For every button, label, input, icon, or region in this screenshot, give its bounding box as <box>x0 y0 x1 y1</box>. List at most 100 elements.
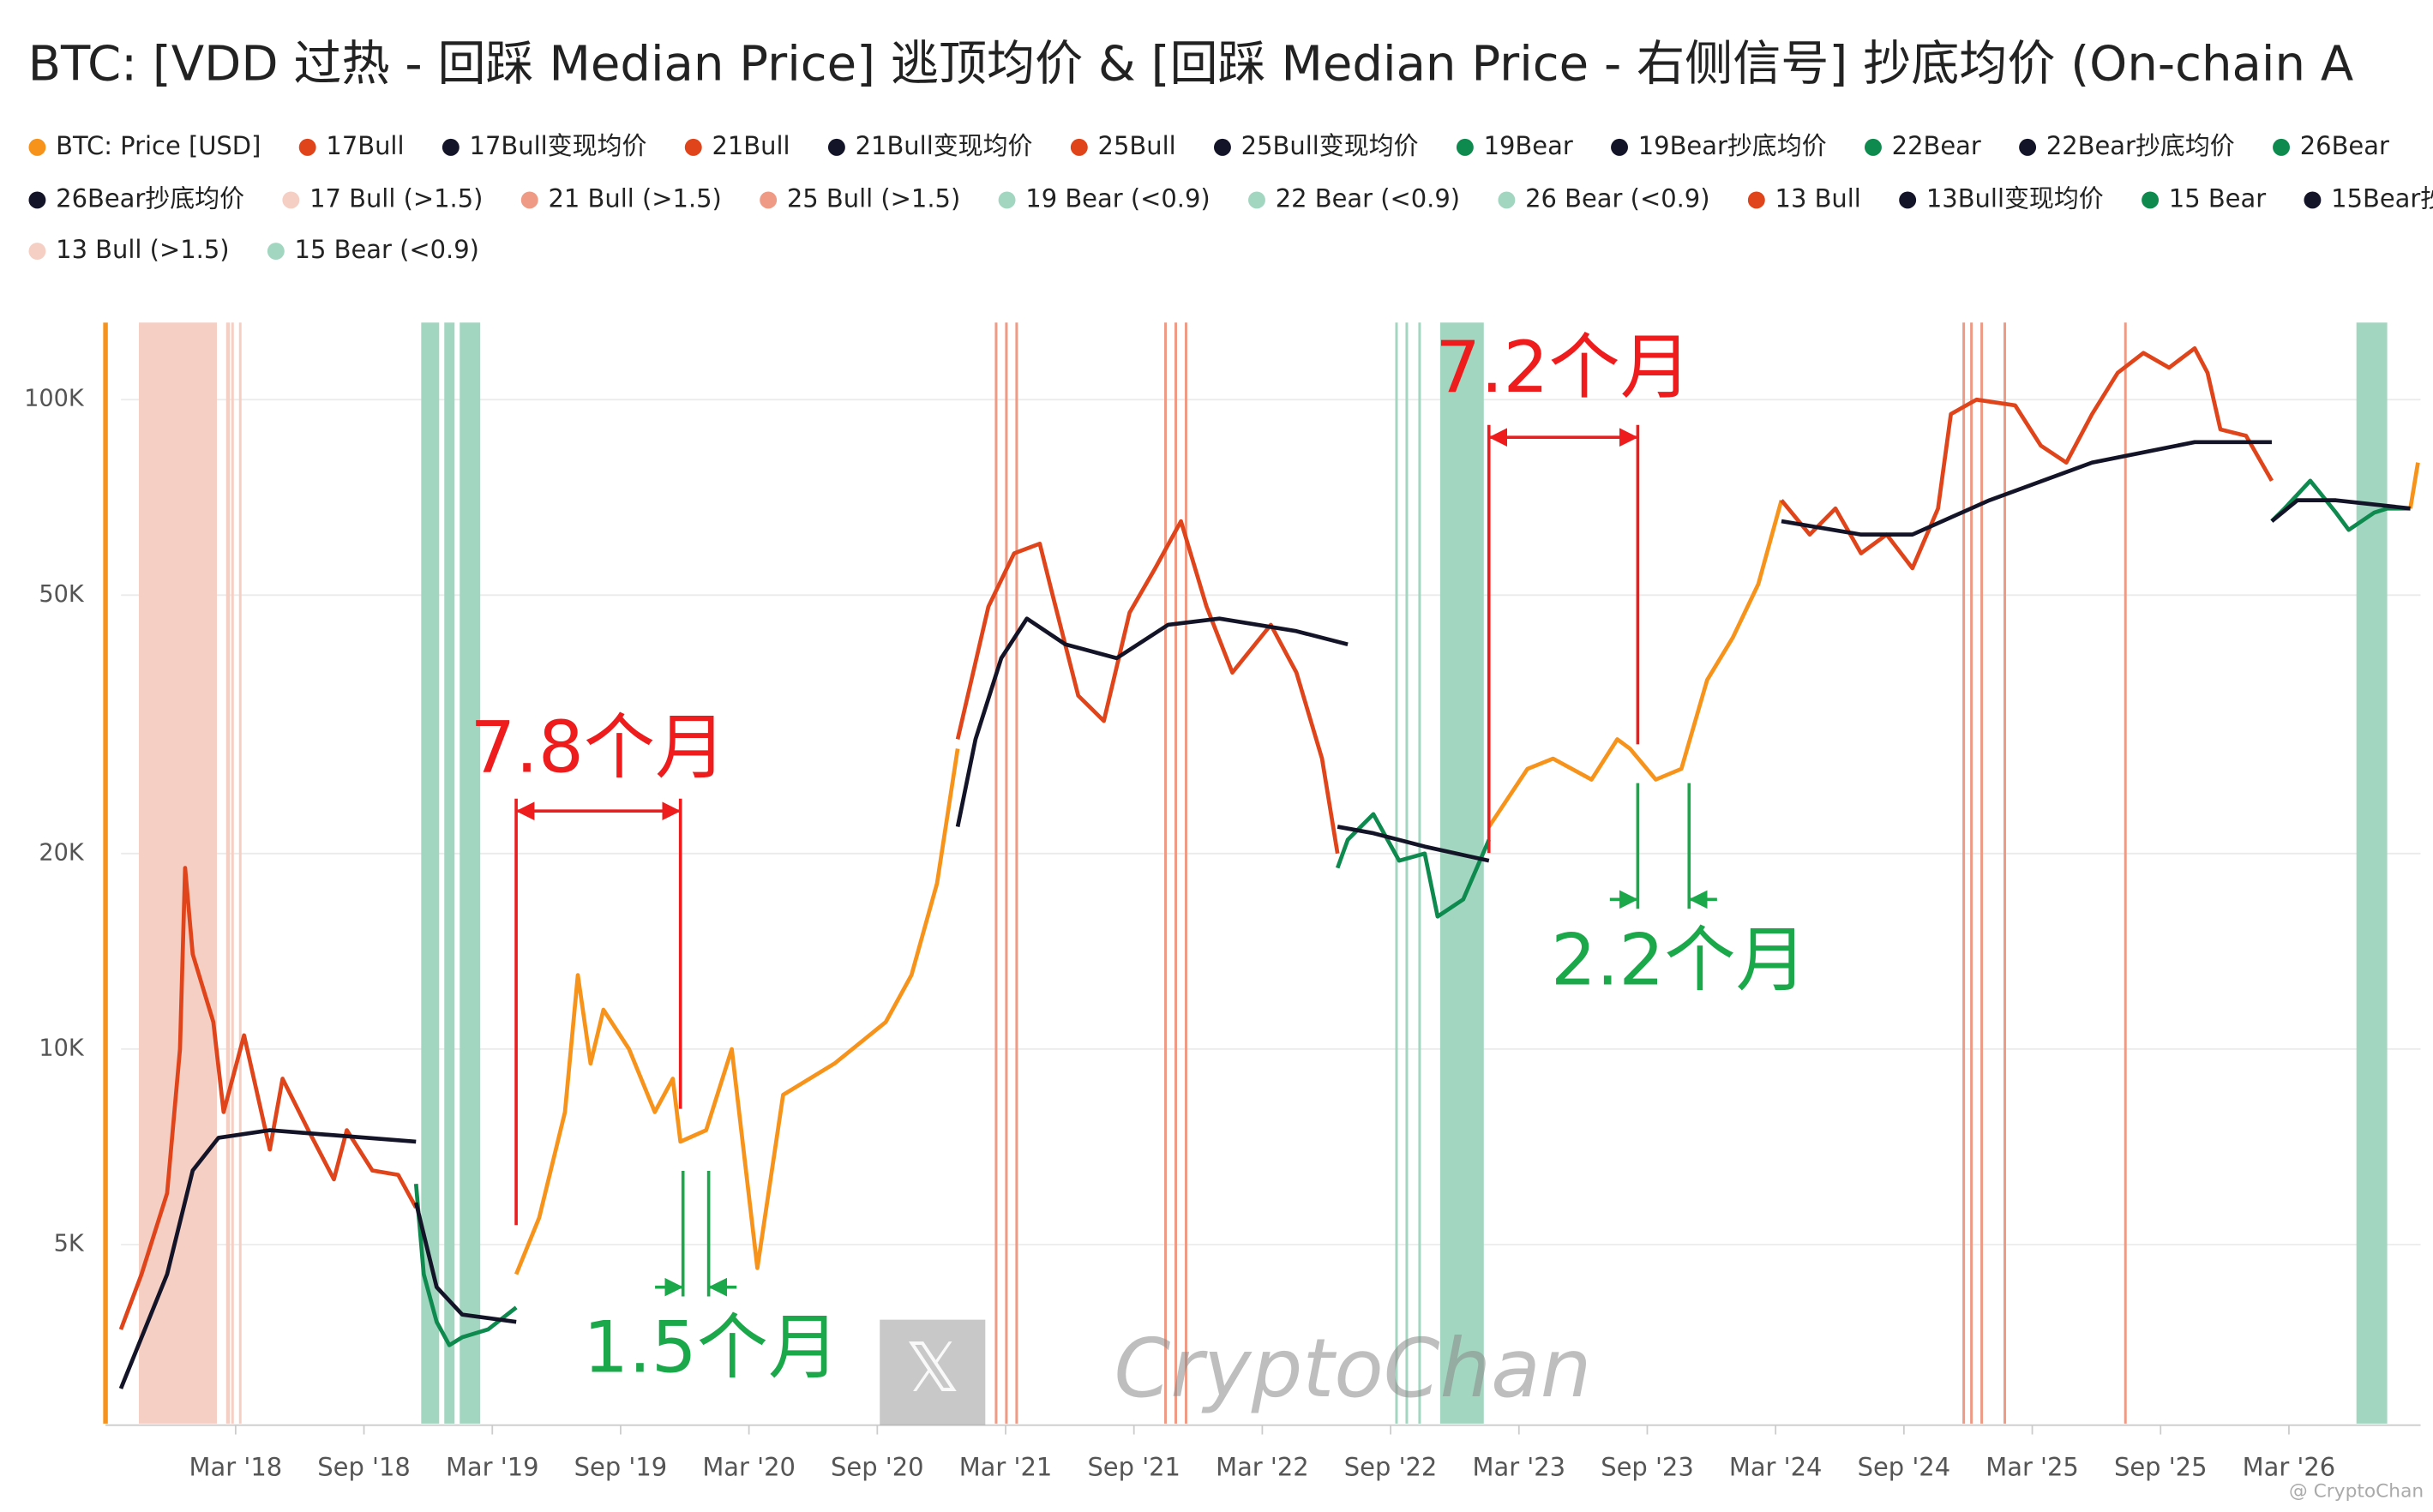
legend-swatch <box>1070 138 1088 156</box>
legend-label: 17Bull <box>326 131 404 160</box>
y-tick-label: 20K <box>39 839 85 866</box>
legend-label: 13 Bull <box>1775 183 1861 213</box>
legend-swatch <box>827 138 845 156</box>
legend-swatch <box>520 191 538 209</box>
signal-band <box>421 322 440 1424</box>
signal-band <box>1405 322 1409 1424</box>
y-tick-label: 10K <box>39 1035 85 1061</box>
legend-label: 17 Bull (>1.5) <box>309 183 483 213</box>
x-tick-label: Mar '26 <box>2243 1452 2336 1481</box>
legend-swatch <box>267 243 285 261</box>
signal-band <box>2356 322 2388 1424</box>
series-line <box>955 519 1340 855</box>
signal-band <box>138 322 218 1424</box>
x-tick-label: Sep '23 <box>1601 1452 1694 1481</box>
signal-band <box>1164 322 1168 1424</box>
series-line <box>118 866 418 1330</box>
legend-label: 25Bull变现均价 <box>1241 131 1419 160</box>
annotation-label: 7.2个月 <box>1435 326 1691 409</box>
legend-swatch <box>1899 191 1917 209</box>
legend-swatch <box>760 191 778 209</box>
legend-swatch <box>1747 191 1765 209</box>
signal-band <box>2124 322 2127 1424</box>
series-line <box>955 616 1349 827</box>
lines <box>118 346 2420 1389</box>
legend-label: 19Bear抄底均价 <box>1638 131 1827 160</box>
series-line <box>413 1183 518 1347</box>
legend-swatch <box>1214 138 1231 156</box>
legend-swatch <box>1248 191 1265 209</box>
series-line <box>413 1202 517 1324</box>
x-tick-label: Mar '21 <box>959 1452 1053 1481</box>
x-tick-label: Sep '22 <box>1344 1452 1438 1481</box>
annotation-label: 7.8个月 <box>470 705 726 789</box>
signal-band <box>460 322 481 1424</box>
series-line <box>2270 478 2411 532</box>
series-line <box>1335 812 1491 919</box>
signal-band <box>1015 322 1018 1424</box>
annotations: 7.8个月 1.5个月 7.2个月 2.2个月 <box>470 326 1806 1389</box>
legend-swatch <box>2019 138 2037 156</box>
credit: @ CryptoChan <box>2289 1480 2424 1502</box>
legend-label: 19 Bear (<0.9) <box>1025 183 1210 213</box>
x-tick-label: Mar '24 <box>1729 1452 1823 1481</box>
legend-label: 26Bear抄底均价 <box>56 183 244 213</box>
legend-label: 15 Bear <box>2169 183 2266 213</box>
x-tick-label: Mar '22 <box>1216 1452 1309 1481</box>
legend-label: BTC: Price [USD] <box>56 131 261 160</box>
signal-band <box>225 322 231 1424</box>
x-tick-label: Sep '25 <box>2114 1452 2208 1481</box>
x-tick-label: Mar '25 <box>1985 1452 2079 1481</box>
legend-swatch <box>2304 191 2322 209</box>
legend-label: 17Bull变现均价 <box>470 131 647 160</box>
signal-band <box>444 322 455 1424</box>
x-tick-label: Sep '24 <box>1858 1452 1951 1481</box>
watermark-logo-glyph: 𝕏 <box>905 1328 960 1407</box>
legend-swatch <box>2142 191 2160 209</box>
signal-band <box>238 322 242 1424</box>
y-tick-label: 5K <box>54 1230 85 1257</box>
legend-swatch <box>684 138 702 156</box>
series-line <box>1337 825 1490 863</box>
series-line <box>2270 498 2411 523</box>
legend-swatch <box>442 138 460 156</box>
legend-label: 19Bear <box>1484 131 1573 160</box>
legend-label: 21 Bull (>1.5) <box>548 183 721 213</box>
legend-label: 13Bull变现均价 <box>1926 183 2104 213</box>
legend-swatch <box>282 191 300 209</box>
watermark: CryptoChan <box>1114 1323 1592 1416</box>
legend-label: 21Bull变现均价 <box>856 131 1033 160</box>
series-line <box>118 1128 417 1389</box>
legend-label: 22 Bear (<0.9) <box>1276 183 1460 213</box>
legend-swatch <box>998 191 1016 209</box>
legend-swatch <box>2273 138 2290 156</box>
x-tick-label: Mar '23 <box>1472 1452 1565 1481</box>
x-tick-label: Sep '18 <box>317 1452 411 1481</box>
x-tick-label: Mar '20 <box>702 1452 796 1481</box>
signal-band <box>1439 322 1484 1424</box>
signal-band <box>2003 322 2007 1424</box>
series-line <box>514 462 2420 1275</box>
legend-swatch <box>1456 138 1474 156</box>
signal-band <box>1184 322 1187 1424</box>
signal-band <box>231 322 234 1424</box>
watermark-logo <box>880 1319 986 1425</box>
legend-label: 21Bull <box>712 131 790 160</box>
legend-label: 26Bear <box>2300 131 2389 160</box>
series-line <box>1780 346 2274 571</box>
legend-label: 25Bull <box>1098 131 1176 160</box>
signal-band <box>1980 322 1984 1424</box>
signal-band <box>1418 322 1421 1424</box>
x-tick-label: Sep '19 <box>574 1452 668 1481</box>
chart-title: BTC: [VDD 过热 - 回踩 Median Price] 逃顶均价 & [… <box>28 36 2354 92</box>
x-tick-label: Sep '21 <box>1087 1452 1180 1481</box>
series-line <box>1781 440 2272 537</box>
legend-swatch <box>28 243 46 261</box>
signal-band <box>1395 322 1398 1424</box>
legend-label: 22Bear <box>1892 131 1981 160</box>
signal-band <box>1962 322 1966 1424</box>
annotation-label: 1.5个月 <box>583 1306 839 1389</box>
signal-band <box>1174 322 1178 1424</box>
y-tick-label: 100K <box>24 386 85 412</box>
